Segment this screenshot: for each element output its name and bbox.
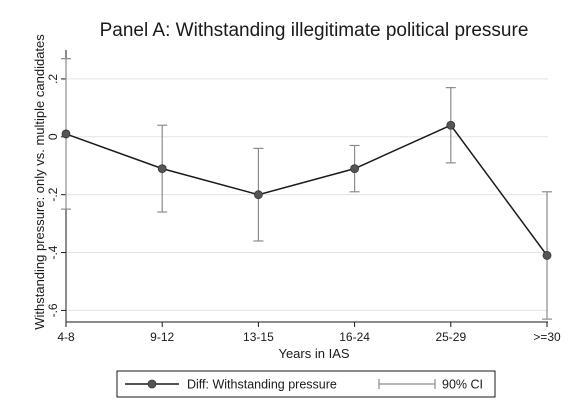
x-tick-label: 13-15 [243, 330, 274, 344]
y-tick-label: -.2 [46, 187, 60, 201]
x-tick-label: 16-24 [339, 330, 370, 344]
x-tick-label: 25-29 [435, 330, 466, 344]
data-point [157, 164, 167, 174]
axes: -.6 -.4 -.2 0 .2 4-8 9-12 13-15 16-24 25-29 >=30 [46, 50, 561, 344]
x-tick-label: 9-12 [150, 330, 174, 344]
data-point [446, 120, 456, 130]
y-tick-label: 0 [46, 133, 60, 140]
y-tick-label: -.6 [46, 303, 60, 317]
series-line [65, 124, 548, 256]
data-point [61, 129, 71, 139]
data-point [542, 251, 552, 260]
gridlines [66, 78, 548, 311]
legend-series-marker-key [147, 379, 157, 389]
data-point [253, 190, 263, 200]
x-tick-label: 4-8 [57, 330, 75, 344]
legend-ci-label: 90% CI [442, 378, 483, 392]
y-tick-label: .2 [46, 74, 60, 84]
y-tick-label: -.4 [46, 245, 60, 259]
data-series [61, 120, 552, 260]
x-axis-title: Years in IAS [278, 346, 349, 361]
legend: Diff: Withstanding pressure 90% CI [116, 370, 496, 398]
chart-title: Panel A: Withstanding illegitimate polit… [100, 20, 529, 41]
data-point [350, 164, 360, 174]
y-axis-title: Withstanding pressure: only vs. multiple… [32, 34, 47, 330]
x-tick-label: >=30 [533, 330, 561, 344]
legend-series-label: Diff: Withstanding pressure [187, 378, 337, 392]
